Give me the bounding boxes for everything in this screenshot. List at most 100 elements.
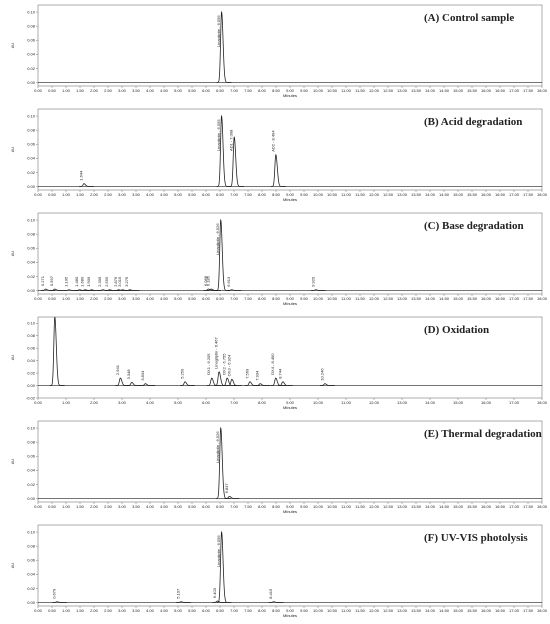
peak bbox=[124, 289, 140, 291]
x-tick-label: 7.50 bbox=[244, 608, 253, 613]
x-tick-label: 3.00 bbox=[118, 192, 127, 197]
x-tick-label: 9.00 bbox=[286, 400, 295, 405]
x-tick-label: 5.00 bbox=[174, 192, 183, 197]
peak-label: OX2 - 6.755 bbox=[222, 353, 227, 375]
x-tick-label: 7.50 bbox=[244, 504, 253, 509]
x-tick-label: 13.50 bbox=[411, 296, 422, 301]
x-tick-label: 15.50 bbox=[467, 608, 478, 613]
x-tick-label: 11.50 bbox=[355, 608, 365, 613]
x-tick-label: 15.50 bbox=[467, 88, 478, 93]
trace bbox=[79, 114, 286, 187]
trace bbox=[52, 530, 284, 603]
y-tick-label: -0.02 bbox=[26, 395, 36, 400]
x-tick-label: 3.50 bbox=[132, 608, 141, 613]
peak bbox=[226, 378, 242, 386]
x-axis-label: Minutes bbox=[283, 613, 297, 618]
peak-label: 8.744 bbox=[277, 368, 282, 379]
peak bbox=[245, 381, 260, 386]
x-tick-label: 13.00 bbox=[397, 296, 408, 301]
x-tick-label: 4.00 bbox=[146, 296, 155, 301]
panel: 0.00 0.02 0.04 0.06 0.08 0.10 0.00 0.50 1.00 1.50… bbox=[10, 524, 548, 618]
x-tick-label: 17.50 bbox=[523, 88, 534, 93]
peak bbox=[140, 383, 156, 386]
x-tick-label: 0.50 bbox=[48, 608, 57, 613]
x-tick-label: 8.00 bbox=[258, 192, 267, 197]
peak-label: 2.876 bbox=[113, 276, 118, 287]
peak-label: 3.015 bbox=[117, 276, 122, 287]
x-tick-label: 2.50 bbox=[104, 296, 113, 301]
peak bbox=[215, 426, 231, 499]
x-tick-label: 18.00 bbox=[537, 504, 548, 509]
peak-label: OX4 - 8.490 bbox=[270, 353, 275, 375]
peak-label: Linagliptin - 6.556 bbox=[216, 535, 221, 567]
y-tick-label: 0.06 bbox=[27, 454, 36, 459]
peak bbox=[222, 377, 237, 386]
x-tick-label: 9.50 bbox=[300, 608, 309, 613]
peak-label: 1.480 bbox=[74, 276, 79, 287]
x-tick-label: 11.50 bbox=[355, 88, 365, 93]
x-tick-label: 9.50 bbox=[300, 296, 309, 301]
trace bbox=[49, 317, 335, 386]
peak bbox=[206, 288, 221, 291]
y-tick-label: 0.04 bbox=[27, 572, 36, 577]
x-tick-label: 10.00 bbox=[313, 400, 324, 405]
x-tick-label: 14.00 bbox=[425, 608, 436, 613]
x-tick-label: 10.00 bbox=[313, 192, 324, 197]
y-axis-label: AU bbox=[10, 147, 15, 153]
x-tick-label: 7.00 bbox=[230, 608, 239, 613]
peak-label: 6.913 bbox=[226, 276, 231, 287]
peak-label: 6.088 bbox=[203, 275, 208, 286]
peak bbox=[216, 10, 232, 83]
peak bbox=[216, 530, 232, 603]
panel: 0.00 0.02 0.04 0.06 0.08 0.10 0.00 0.50 1.00 1.50… bbox=[10, 108, 548, 202]
x-tick-label: 12.00 bbox=[369, 296, 380, 301]
peak bbox=[176, 601, 191, 603]
x-tick-label: 13.00 bbox=[397, 192, 408, 197]
x-tick-label: 1.00 bbox=[62, 88, 71, 93]
peak-label: Linagliptin - 6.526 bbox=[215, 431, 220, 463]
peak bbox=[216, 114, 232, 187]
x-tick-label: 8.50 bbox=[272, 608, 281, 613]
peak-label: 1.105 bbox=[63, 276, 68, 287]
peak bbox=[224, 495, 240, 499]
x-tick-label: 9.50 bbox=[300, 88, 309, 93]
x-tick-label: 18.00 bbox=[537, 608, 548, 613]
trace bbox=[216, 10, 232, 83]
peak bbox=[310, 289, 326, 291]
x-tick-label: 11.00 bbox=[341, 608, 351, 613]
x-tick-label: 2.50 bbox=[104, 88, 113, 93]
x-tick-label: 6.50 bbox=[216, 504, 225, 509]
x-tick-label: 9.00 bbox=[286, 504, 295, 509]
peak-label: 6.837 bbox=[224, 483, 229, 494]
peak bbox=[79, 183, 94, 187]
x-tick-label: 8.50 bbox=[272, 504, 281, 509]
x-tick-label: 16.50 bbox=[495, 296, 506, 301]
x-tick-label: 6.50 bbox=[216, 192, 225, 197]
x-tick-label: 13.00 bbox=[397, 504, 408, 509]
x-tick-label: 15.00 bbox=[453, 296, 464, 301]
x-tick-label: 6.00 bbox=[202, 504, 211, 509]
x-axis-label: Minutes bbox=[283, 93, 297, 98]
peak bbox=[49, 288, 65, 291]
peak-label: OX3 - 6.924 bbox=[226, 354, 231, 376]
x-tick-label: 2.50 bbox=[104, 608, 113, 613]
x-tick-label: 16.00 bbox=[481, 296, 492, 301]
x-tick-label: 3.00 bbox=[118, 88, 127, 93]
peak-label: 0.271 bbox=[40, 275, 45, 286]
x-tick-label: 7.00 bbox=[230, 296, 239, 301]
x-tick-label: 12.00 bbox=[369, 88, 380, 93]
trace bbox=[215, 426, 240, 499]
x-tick-label: 8.00 bbox=[258, 608, 267, 613]
x-axis-label: Minutes bbox=[283, 509, 297, 514]
peak-label: OX1 - 6.205 bbox=[206, 353, 211, 375]
x-tick-label: 9.00 bbox=[286, 192, 295, 197]
y-tick-label: 0.08 bbox=[27, 440, 36, 445]
x-tick-label: 8.00 bbox=[258, 88, 267, 93]
peak-label: AD2 - 8.494 bbox=[270, 130, 275, 152]
x-tick-label: 7.00 bbox=[230, 88, 239, 93]
x-tick-label: 1.50 bbox=[76, 192, 85, 197]
peak-label: 0.679 bbox=[52, 588, 57, 599]
x-tick-label: 8.00 bbox=[258, 504, 267, 509]
x-tick-label: 6.00 bbox=[202, 88, 211, 93]
y-tick-label: 0.00 bbox=[27, 383, 36, 388]
